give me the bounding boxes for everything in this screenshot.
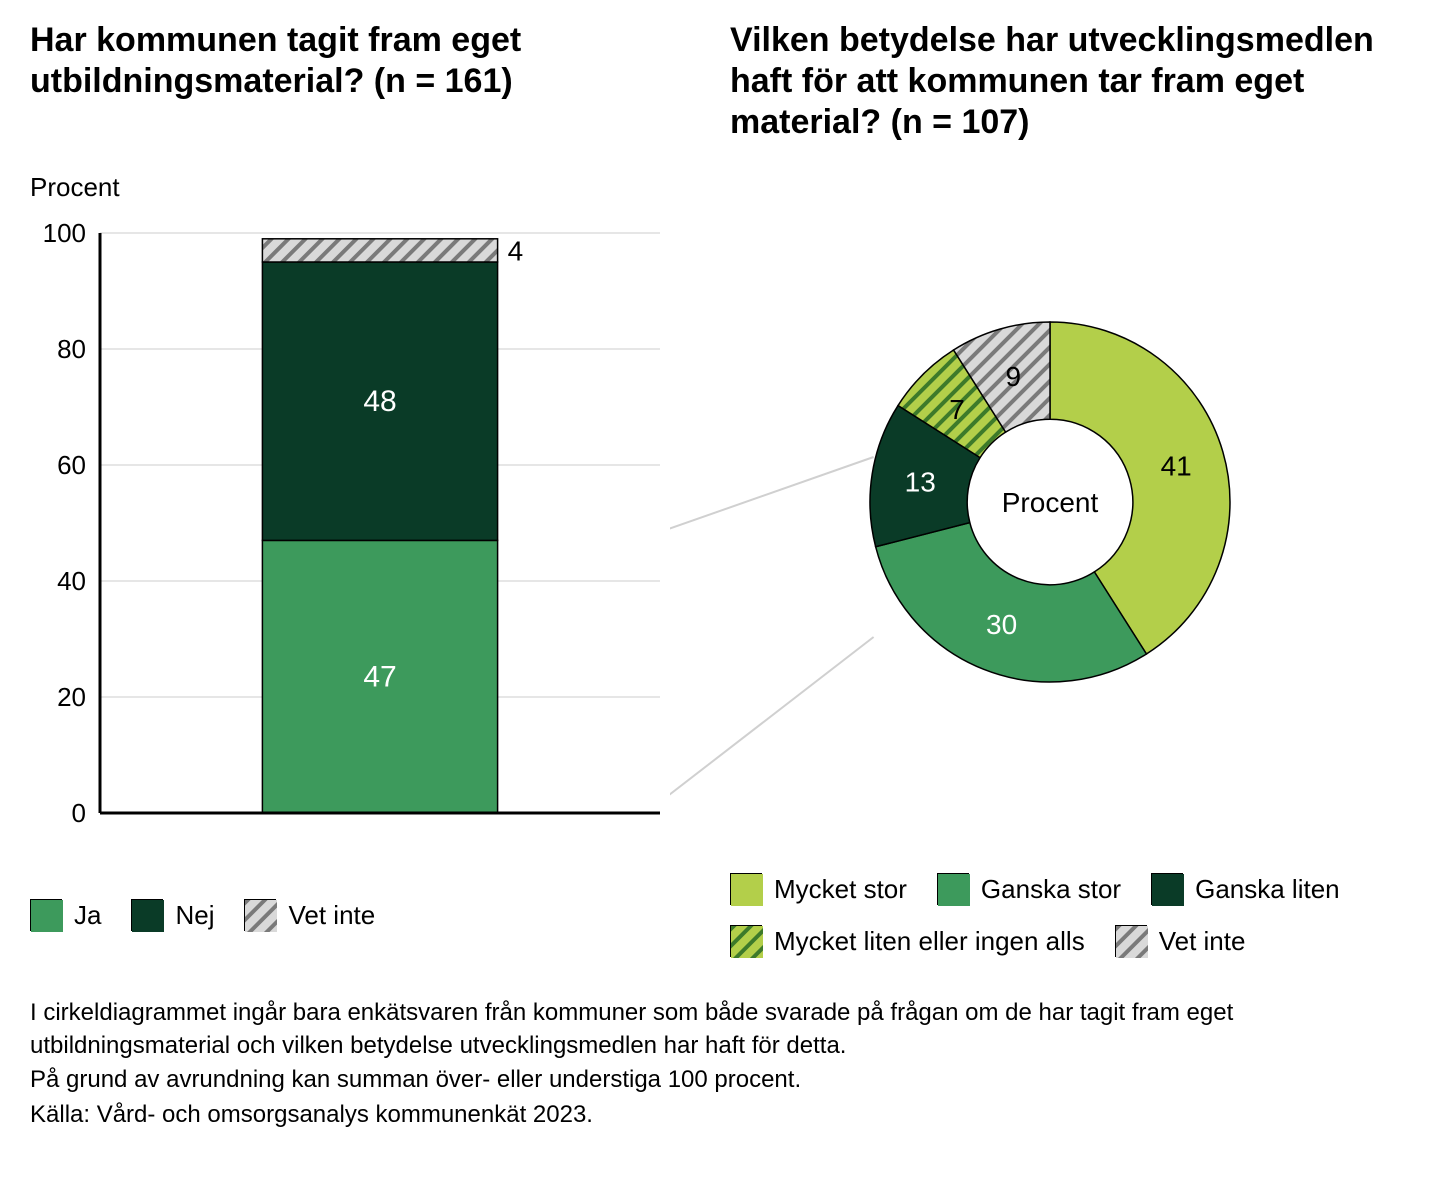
- legend-swatch-mycket_stor: [730, 873, 762, 905]
- legend-label-ganska_liten: Ganska liten: [1195, 874, 1340, 905]
- legend-label-mycket_liten: Mycket liten eller ingen alls: [774, 926, 1085, 957]
- legend-label-nej: Nej: [175, 900, 214, 931]
- donut-center-label: Procent: [1002, 487, 1099, 518]
- legend-item-mycket_liten: Mycket liten eller ingen alls: [730, 925, 1085, 957]
- legend-item-vet_inte: Vet inte: [244, 899, 375, 931]
- legend-swatch-nej: [131, 899, 163, 931]
- legend-label-vet_inte: Vet inte: [288, 900, 375, 931]
- footnotes: I cirkeldiagrammet ingår bara enkätsvare…: [30, 997, 1400, 1131]
- figure-container: Har kommunen tagit fram eget utbildnings…: [30, 20, 1400, 1177]
- donut-slice-ganska_stor: [876, 523, 1147, 682]
- y-axis-title: Procent: [30, 172, 690, 203]
- donut-label-mycket_liten: 7: [949, 394, 965, 425]
- legend-item-nej: Nej: [131, 899, 214, 931]
- legend-swatch-vet_inte: [1115, 925, 1147, 957]
- legend-swatch-ganska_stor: [937, 873, 969, 905]
- legend-swatch-ganska_liten: [1151, 873, 1183, 905]
- legends-row: Ja Nej Vet inte Mycket stor Ganska stor Gans…: [30, 873, 1400, 957]
- bar-chart-area: 0 20 40 60 80 100 47 48 4: [30, 223, 690, 843]
- bar-segment-vet_inte: [262, 239, 497, 262]
- donut-label-ganska_stor: 30: [986, 610, 1017, 641]
- footnote-line-2: Källa: Vård- och omsorgsanalys kommunenk…: [30, 1099, 1400, 1131]
- left-panel: Procent 0 20 40 60 80 100 47 48 4: [30, 172, 690, 843]
- y-tick-label: 20: [57, 682, 86, 712]
- footnote-line-0: I cirkeldiagrammet ingår bara enkätsvare…: [30, 997, 1400, 1062]
- y-tick-label: 60: [57, 450, 86, 480]
- y-tick-label: 100: [43, 223, 86, 248]
- legend-swatch-mycket_liten: [730, 925, 762, 957]
- y-tick-label: 0: [72, 798, 86, 828]
- donut-label-vet_inte: 9: [1006, 361, 1022, 392]
- legend-item-ja: Ja: [30, 899, 101, 931]
- charts-row: Procent 0 20 40 60 80 100 47 48 4 41 30 13 7 9 Procen…: [30, 172, 1400, 843]
- bar-label-ja: 47: [363, 661, 396, 694]
- footnote-line-1: På grund av avrundning kan summan över- …: [30, 1064, 1400, 1096]
- donut-chart-area: 41 30 13 7 9 Procent: [730, 172, 1400, 792]
- donut-label-ganska_liten: 13: [905, 467, 936, 498]
- legend-label-vet_inte: Vet inte: [1159, 926, 1246, 957]
- donut-label-mycket_stor: 41: [1161, 451, 1192, 482]
- y-tick-label: 80: [57, 334, 86, 364]
- legend-swatch-ja: [30, 899, 62, 931]
- legend-swatch-vet_inte: [244, 899, 276, 931]
- donut-chart-svg: 41 30 13 7 9 Procent: [730, 172, 1390, 792]
- y-tick-label: 40: [57, 566, 86, 596]
- legend-item-vet_inte: Vet inte: [1115, 925, 1246, 957]
- bar-label-nej: 48: [363, 386, 396, 419]
- legend-item-ganska_stor: Ganska stor: [937, 873, 1121, 905]
- legend-label-ganska_stor: Ganska stor: [981, 874, 1121, 905]
- left-chart-title: Har kommunen tagit fram eget utbildnings…: [30, 20, 690, 142]
- legend-item-ganska_liten: Ganska liten: [1151, 873, 1340, 905]
- right-chart-title: Vilken betydelse har utvecklings­medlen …: [730, 20, 1400, 142]
- bar-chart-svg: 0 20 40 60 80 100 47 48 4: [30, 223, 690, 843]
- legend-item-mycket_stor: Mycket stor: [730, 873, 907, 905]
- left-legend: Ja Nej Vet inte: [30, 873, 690, 957]
- titles-row: Har kommunen tagit fram eget utbildnings…: [30, 20, 1400, 142]
- legend-label-ja: Ja: [74, 900, 101, 931]
- right-legend: Mycket stor Ganska stor Ganska liten Mycket…: [730, 873, 1400, 957]
- bar-label-vet_inte: 4: [508, 236, 524, 267]
- legend-label-mycket_stor: Mycket stor: [774, 874, 907, 905]
- right-panel: 41 30 13 7 9 Procent: [730, 172, 1400, 843]
